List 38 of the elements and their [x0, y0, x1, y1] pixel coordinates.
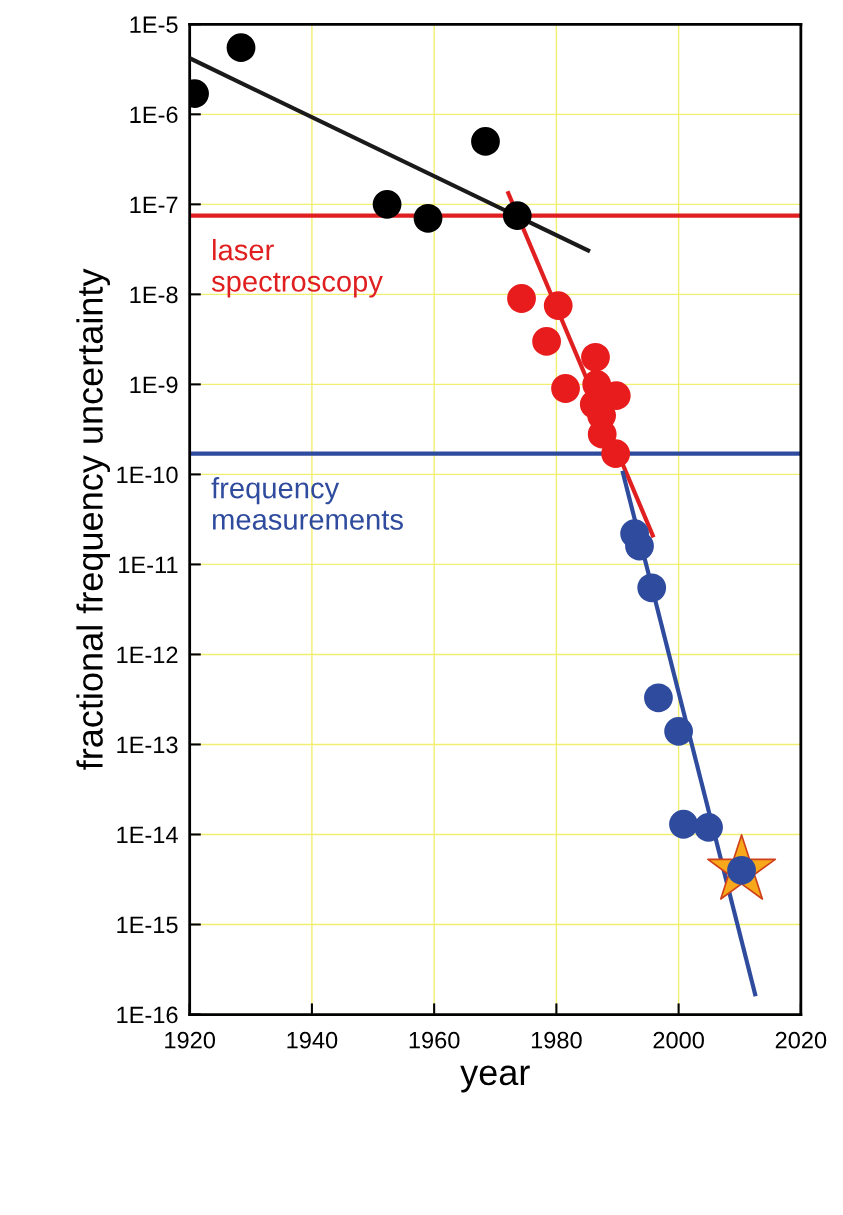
y-tick-label: 1E-6: [130, 106, 178, 124]
point: [669, 809, 698, 839]
point: [637, 573, 667, 603]
point: [543, 291, 573, 321]
x-tick-label: 2020: [775, 1031, 827, 1049]
y-tick-label: 1E-7: [130, 196, 178, 213]
point: [471, 127, 500, 156]
y-tick-label: 1E-10: [117, 466, 178, 484]
y-tick-label: 1E-15: [117, 916, 178, 934]
x-tick-label: 1960: [409, 1031, 460, 1049]
y-tick-label: 1E-5: [130, 16, 178, 34]
x-tick-label: 1920: [165, 1031, 216, 1049]
point: [507, 284, 536, 313]
point: [532, 327, 561, 356]
x-tick-label: 1980: [531, 1031, 582, 1049]
y-tick-label: 1E-16: [117, 1006, 178, 1024]
point: [581, 342, 610, 372]
point: [502, 201, 532, 230]
point: [694, 812, 723, 842]
point: [226, 33, 256, 63]
y-axis-title: fractional frequency uncertainty: [76, 268, 111, 770]
point: [372, 189, 402, 219]
point: [664, 716, 694, 746]
x-axis-title: year: [460, 1065, 530, 1093]
y-tick-label: 1E-13: [117, 736, 178, 754]
ref-line-label: laser spectroscopy: [211, 238, 383, 298]
point: [551, 374, 580, 403]
y-tick-label: 1E-11: [119, 556, 178, 573]
x-tick-label: 2000: [653, 1031, 704, 1049]
point: [601, 439, 631, 469]
y-tick-label: 1E-9: [130, 376, 178, 394]
y-tick-label: 1E-14: [117, 826, 178, 844]
ref-line-label: frequency measurements: [211, 477, 403, 530]
point: [644, 683, 673, 713]
y-tick-label: 1E-12: [117, 646, 178, 663]
point: [413, 203, 443, 233]
x-tick-label: 1940: [287, 1031, 338, 1049]
y-tick-label: 1E-8: [130, 286, 178, 304]
